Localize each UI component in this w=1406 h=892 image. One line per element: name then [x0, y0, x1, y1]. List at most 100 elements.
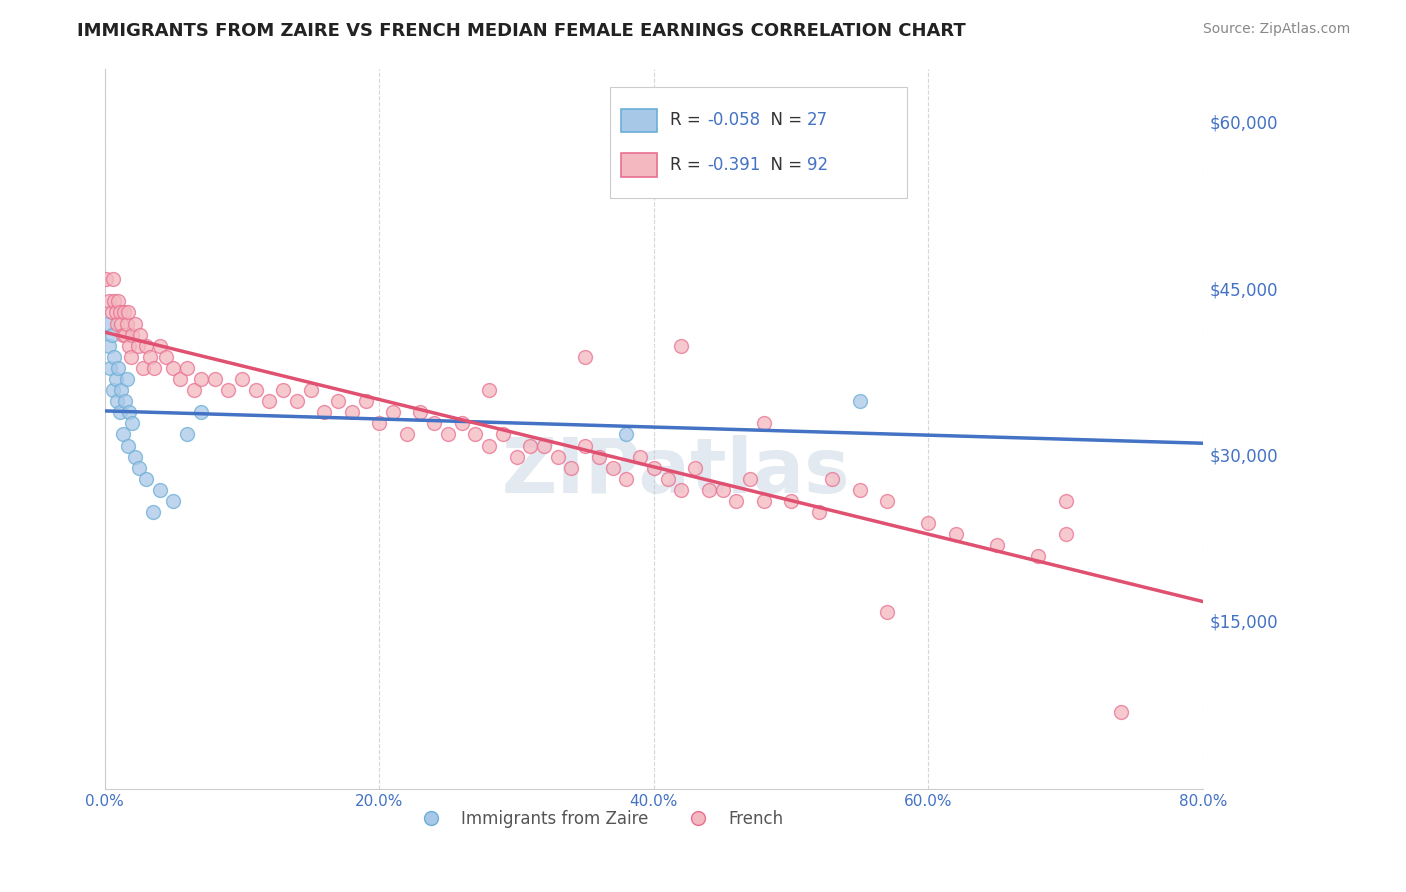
Point — [98, 360, 121, 375]
Point — [423, 417, 446, 431]
Point — [643, 460, 665, 475]
Point — [117, 305, 139, 319]
Point — [752, 417, 775, 431]
Point — [115, 372, 138, 386]
Point — [162, 360, 184, 375]
Point — [492, 427, 515, 442]
Point — [588, 450, 610, 464]
Point — [176, 427, 198, 442]
Point — [519, 438, 541, 452]
Point — [169, 372, 191, 386]
Point — [368, 417, 391, 431]
Point — [616, 427, 638, 442]
Point — [155, 350, 177, 364]
Point — [711, 483, 734, 497]
Bar — [621, 109, 657, 132]
Text: -0.391: -0.391 — [707, 156, 761, 174]
Point — [97, 339, 120, 353]
Point — [94, 272, 117, 286]
Point — [602, 460, 624, 475]
Point — [204, 372, 226, 386]
Point — [96, 317, 118, 331]
Point — [259, 394, 281, 409]
Point — [127, 339, 149, 353]
Point — [107, 294, 129, 309]
Point — [121, 417, 143, 431]
Point — [112, 305, 135, 319]
Point — [120, 350, 142, 364]
Point — [464, 427, 486, 442]
Point — [114, 327, 136, 342]
Point — [574, 350, 596, 364]
Point — [132, 360, 155, 375]
Point — [135, 339, 157, 353]
Point — [657, 472, 679, 486]
Point — [183, 383, 205, 397]
Point — [104, 372, 127, 386]
Point — [560, 460, 582, 475]
Point — [1026, 549, 1049, 564]
Text: R =: R = — [671, 156, 706, 174]
Text: R =: R = — [671, 112, 706, 129]
Point — [101, 272, 124, 286]
Point — [124, 450, 146, 464]
Point — [725, 494, 748, 508]
Text: 92: 92 — [807, 156, 828, 174]
Point — [628, 450, 651, 464]
Point — [149, 339, 172, 353]
FancyBboxPatch shape — [610, 87, 907, 198]
Legend: Immigrants from Zaire, French: Immigrants from Zaire, French — [408, 804, 790, 835]
Point — [807, 505, 830, 519]
Point — [354, 394, 377, 409]
Point — [100, 327, 122, 342]
Point — [103, 294, 125, 309]
Point — [217, 383, 239, 397]
Point — [986, 538, 1008, 552]
Text: $30,000: $30,000 — [1211, 448, 1278, 466]
Text: N =: N = — [761, 156, 808, 174]
Text: $45,000: $45,000 — [1211, 281, 1278, 300]
Point — [97, 294, 120, 309]
Point — [135, 472, 157, 486]
Point — [945, 527, 967, 541]
Point — [142, 505, 165, 519]
Point — [849, 394, 872, 409]
Point — [285, 394, 308, 409]
Point — [382, 405, 405, 419]
Point — [104, 305, 127, 319]
Point — [450, 417, 472, 431]
Point — [738, 472, 761, 486]
Point — [190, 372, 212, 386]
Point — [100, 305, 122, 319]
Point — [478, 383, 501, 397]
Point — [111, 427, 134, 442]
Point — [671, 483, 693, 497]
Point — [118, 405, 141, 419]
Point — [143, 360, 166, 375]
Point — [876, 494, 898, 508]
Point — [121, 327, 143, 342]
Text: Source: ZipAtlas.com: Source: ZipAtlas.com — [1202, 22, 1350, 37]
Point — [176, 360, 198, 375]
Point — [105, 394, 128, 409]
Point — [110, 317, 132, 331]
Point — [505, 450, 527, 464]
Point — [111, 327, 134, 342]
Point — [616, 472, 638, 486]
Point — [395, 427, 418, 442]
Point — [110, 383, 132, 397]
Point — [105, 317, 128, 331]
Point — [821, 472, 844, 486]
Point — [1054, 527, 1077, 541]
Point — [149, 483, 172, 497]
Point — [299, 383, 322, 397]
Point — [547, 450, 569, 464]
Point — [271, 383, 294, 397]
Point — [1054, 494, 1077, 508]
Text: -0.058: -0.058 — [707, 112, 761, 129]
Point — [245, 383, 267, 397]
Point — [108, 405, 131, 419]
Point — [671, 339, 693, 353]
Point — [876, 605, 898, 619]
Point — [190, 405, 212, 419]
